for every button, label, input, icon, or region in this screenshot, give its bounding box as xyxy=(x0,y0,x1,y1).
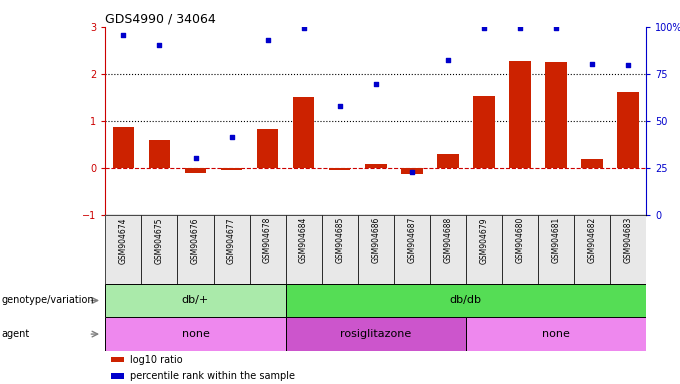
Text: GSM904677: GSM904677 xyxy=(227,217,236,263)
Bar xyxy=(466,317,646,351)
Text: GSM904675: GSM904675 xyxy=(155,217,164,263)
Bar xyxy=(286,284,646,317)
Bar xyxy=(257,129,278,168)
FancyBboxPatch shape xyxy=(141,215,177,284)
Text: GSM904688: GSM904688 xyxy=(443,217,452,263)
Point xyxy=(514,25,525,31)
Bar xyxy=(545,62,566,168)
Bar xyxy=(113,127,134,168)
Point xyxy=(190,155,201,161)
Bar xyxy=(473,96,494,168)
Text: GSM904674: GSM904674 xyxy=(119,217,128,263)
FancyBboxPatch shape xyxy=(286,215,322,284)
FancyBboxPatch shape xyxy=(610,215,646,284)
FancyBboxPatch shape xyxy=(430,215,466,284)
FancyBboxPatch shape xyxy=(574,215,610,284)
FancyBboxPatch shape xyxy=(358,215,394,284)
Text: agent: agent xyxy=(1,329,30,339)
FancyBboxPatch shape xyxy=(322,215,358,284)
Point xyxy=(586,61,597,67)
Point xyxy=(479,25,490,31)
FancyBboxPatch shape xyxy=(214,215,250,284)
Text: GSM904684: GSM904684 xyxy=(299,217,308,263)
Text: GSM904678: GSM904678 xyxy=(263,217,272,263)
Bar xyxy=(293,98,314,168)
Text: db/+: db/+ xyxy=(182,295,209,306)
Text: none: none xyxy=(542,329,570,339)
Text: GSM904676: GSM904676 xyxy=(191,217,200,263)
Text: GSM904687: GSM904687 xyxy=(407,217,416,263)
Bar xyxy=(105,317,286,351)
FancyBboxPatch shape xyxy=(394,215,430,284)
Bar xyxy=(329,168,350,170)
Text: GSM904680: GSM904680 xyxy=(515,217,524,263)
Bar xyxy=(149,140,170,168)
Bar xyxy=(401,168,422,174)
Bar xyxy=(437,154,458,168)
Bar xyxy=(111,357,124,362)
Bar xyxy=(365,164,386,168)
Bar xyxy=(509,61,530,168)
Text: GSM904686: GSM904686 xyxy=(371,217,380,263)
FancyBboxPatch shape xyxy=(502,215,538,284)
Text: GSM904685: GSM904685 xyxy=(335,217,344,263)
Text: none: none xyxy=(182,329,209,339)
Bar xyxy=(581,159,602,168)
Point xyxy=(298,25,309,31)
Point xyxy=(154,42,165,48)
FancyBboxPatch shape xyxy=(105,215,141,284)
Text: log10 ratio: log10 ratio xyxy=(130,354,182,364)
Point xyxy=(262,37,273,43)
Point xyxy=(118,32,129,38)
Text: GSM904683: GSM904683 xyxy=(624,217,632,263)
Point xyxy=(407,169,418,175)
Bar xyxy=(221,168,242,170)
Bar xyxy=(286,317,466,351)
Bar xyxy=(185,168,206,173)
FancyBboxPatch shape xyxy=(177,215,214,284)
Text: GSM904681: GSM904681 xyxy=(551,217,560,263)
Bar xyxy=(105,284,286,317)
Point xyxy=(551,25,562,31)
Text: percentile rank within the sample: percentile rank within the sample xyxy=(130,371,294,381)
Text: db/db: db/db xyxy=(449,295,482,306)
FancyBboxPatch shape xyxy=(538,215,574,284)
Text: GSM904682: GSM904682 xyxy=(588,217,596,263)
Point xyxy=(443,57,454,63)
Bar xyxy=(111,373,124,379)
Point xyxy=(370,81,381,87)
FancyBboxPatch shape xyxy=(466,215,502,284)
Text: genotype/variation: genotype/variation xyxy=(1,295,94,306)
Bar xyxy=(617,92,639,168)
Text: rosiglitazone: rosiglitazone xyxy=(340,329,411,339)
Text: GDS4990 / 34064: GDS4990 / 34064 xyxy=(105,13,216,26)
Point xyxy=(335,103,345,109)
FancyBboxPatch shape xyxy=(250,215,286,284)
Point xyxy=(623,62,634,68)
Point xyxy=(226,134,237,141)
Text: GSM904679: GSM904679 xyxy=(479,217,488,263)
